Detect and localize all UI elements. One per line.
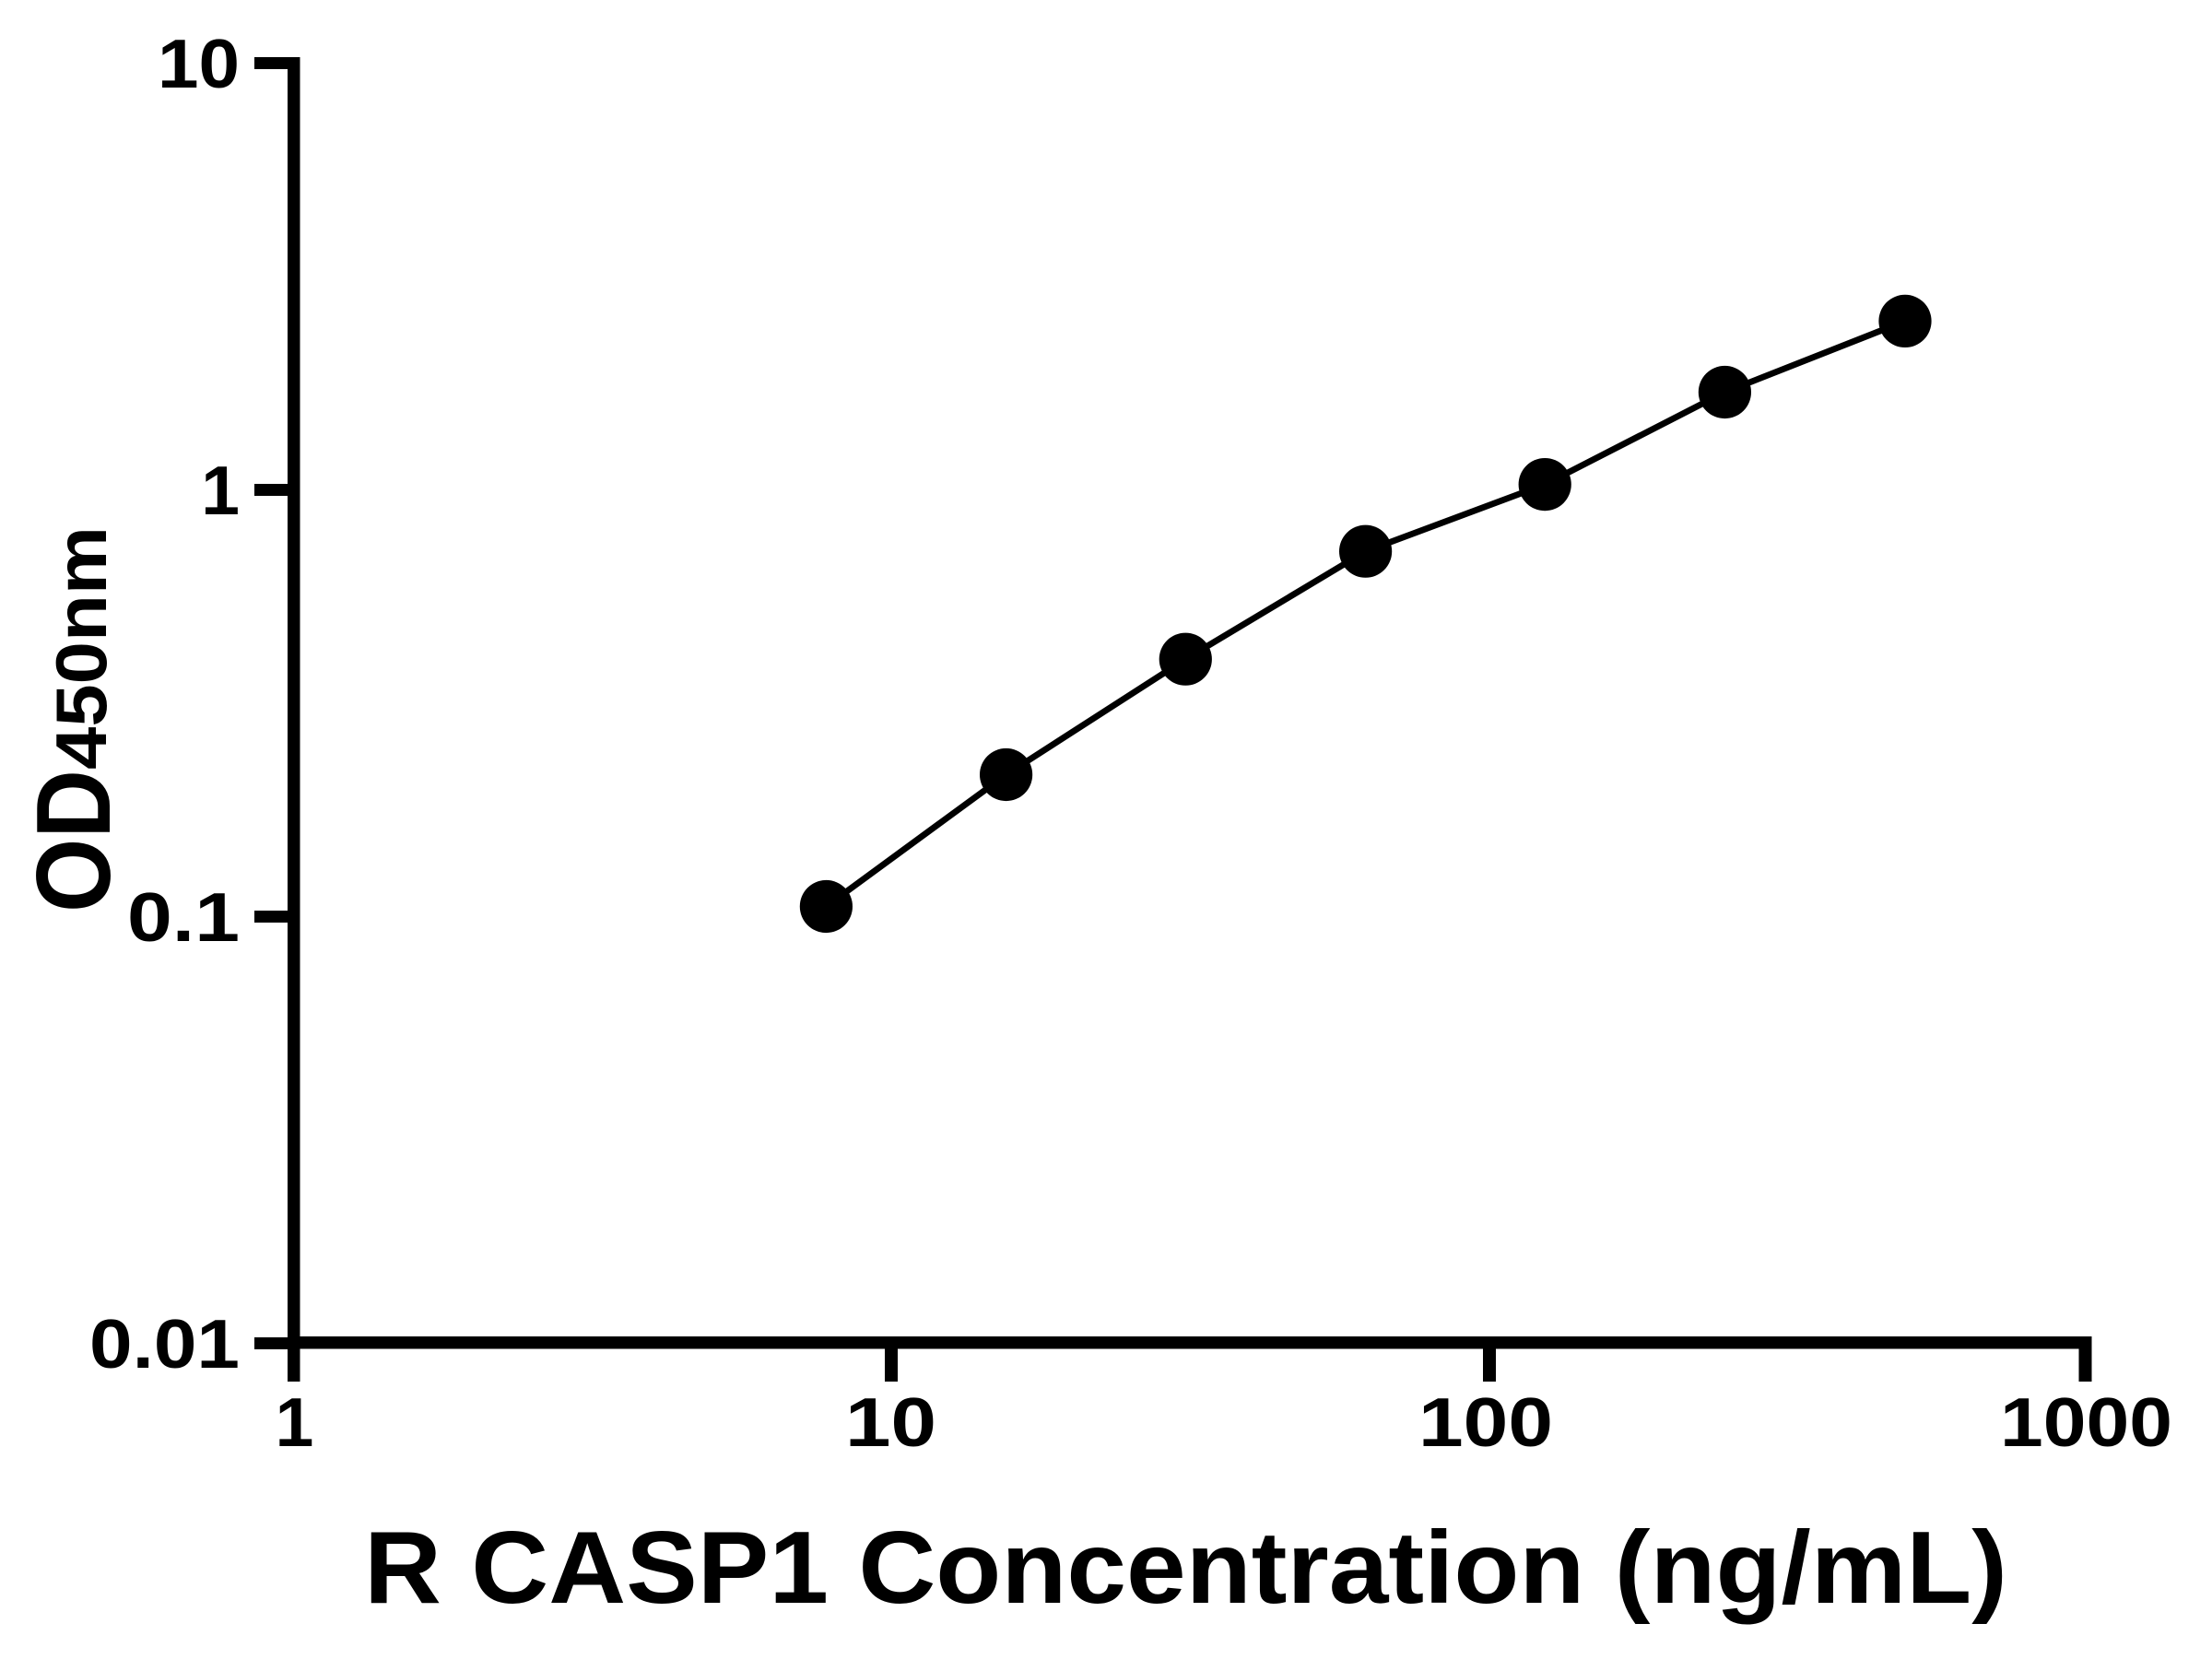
- svg-text:R CASP1 Concentration (ng/mL): R CASP1 Concentration (ng/mL): [364, 1511, 2007, 1625]
- svg-text:10: 10: [845, 1383, 936, 1461]
- svg-text:10: 10: [158, 25, 240, 102]
- svg-text:1000: 1000: [2000, 1383, 2172, 1461]
- svg-text:1: 1: [201, 452, 240, 529]
- svg-text:100: 100: [1418, 1383, 1553, 1461]
- svg-text:1: 1: [276, 1383, 314, 1461]
- svg-text:0.01: 0.01: [89, 1305, 240, 1382]
- svg-text:0.1: 0.1: [127, 878, 240, 956]
- svg-text:OD450nm: OD450nm: [16, 526, 133, 912]
